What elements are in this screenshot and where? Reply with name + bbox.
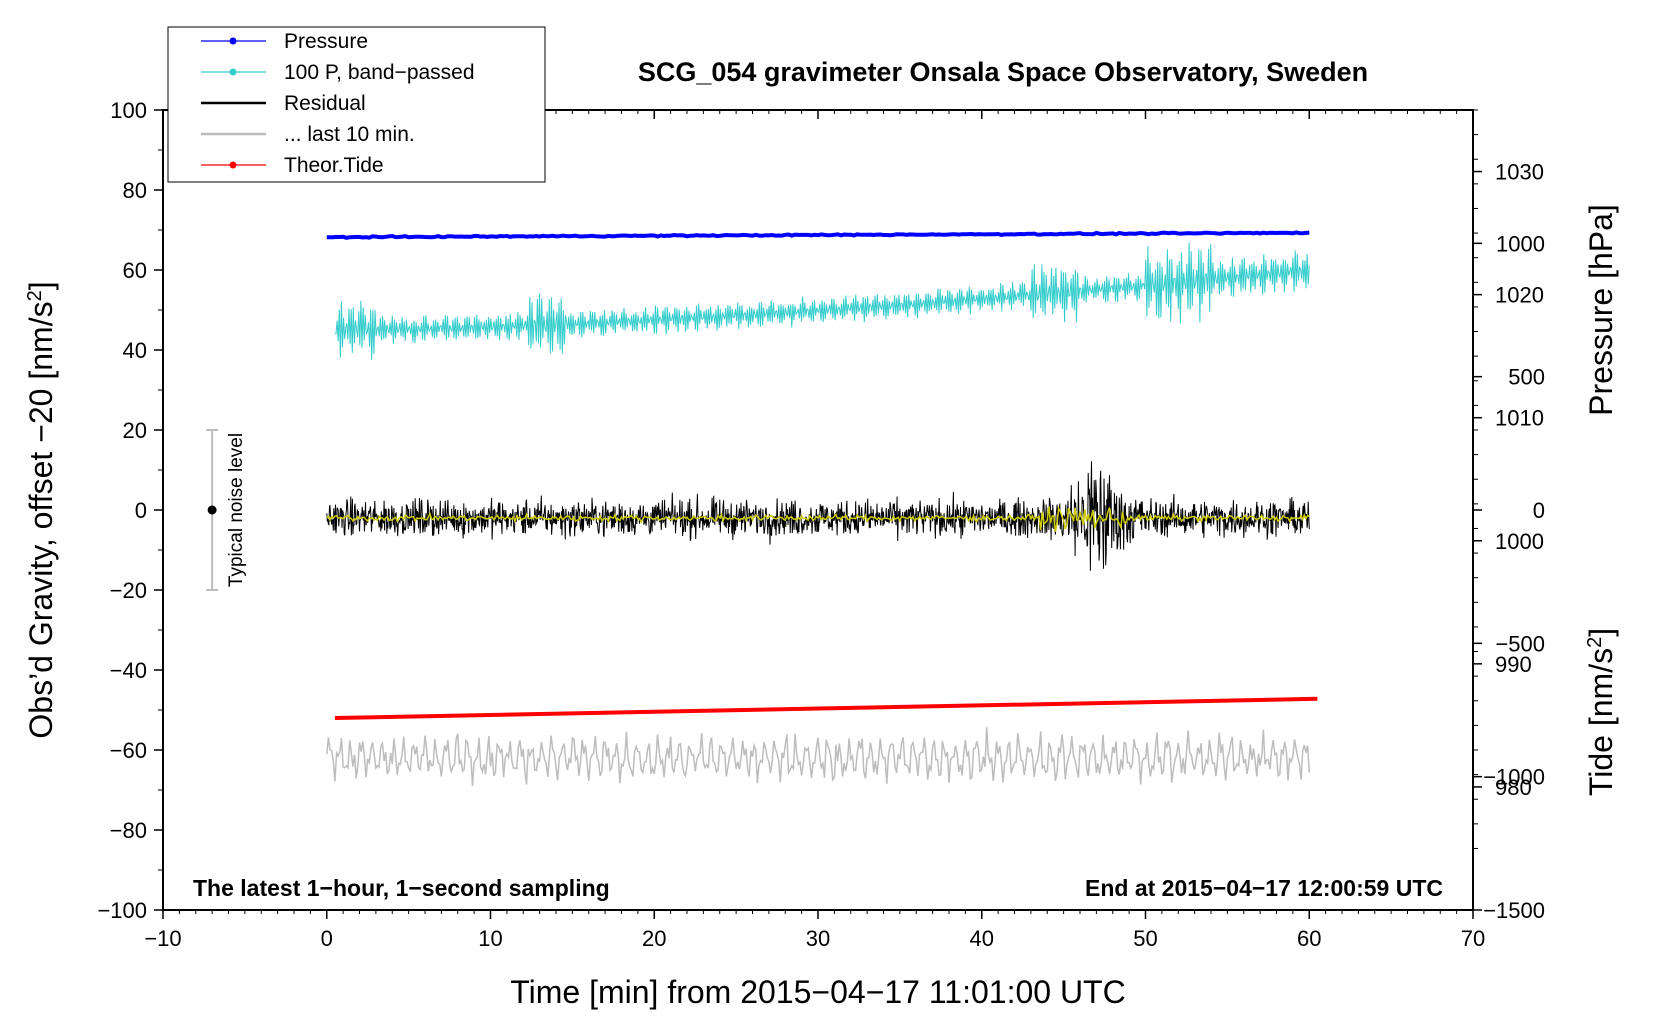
end-time-note: End at 2015−04−17 12:00:59 UTC <box>1085 875 1443 901</box>
x-tick-label: 10 <box>478 926 502 951</box>
x-axis-title: Time [min] from 2015−04−17 11:01:00 UTC <box>510 974 1125 1010</box>
tide-axis-ticks: 1000 500 0 −500 −1000 −1500 <box>1473 231 1545 923</box>
legend-label: Theor.Tide <box>284 154 384 177</box>
noise-bar-center <box>207 505 217 515</box>
x-tick-label: 70 <box>1461 926 1485 951</box>
y-tick-label: 20 <box>123 418 147 443</box>
y-tick-label: −60 <box>110 738 147 763</box>
chart-title: SCG_054 gravimeter Onsala Space Observat… <box>638 57 1368 87</box>
x-tick-label: −10 <box>144 926 181 951</box>
pressure-axis-ticks: 1030 1020 1010 1000 990 980 <box>1473 109 1544 849</box>
series-theor-tide <box>334 696 1318 720</box>
legend-marker <box>229 161 237 169</box>
noise-level-label: Typical noise level <box>226 433 247 587</box>
y-axis-title-main: Obs’d Gravity, offset −20 [nm/s2] <box>23 281 59 738</box>
pressure-tick-label: 980 <box>1495 775 1532 800</box>
y-tick-label: 100 <box>110 98 147 123</box>
legend-label: Pressure <box>284 30 368 53</box>
tide-tick-label: 500 <box>1508 365 1545 390</box>
y-tick-label: −20 <box>110 578 147 603</box>
pressure-tick-label: 1030 <box>1495 160 1544 185</box>
x-tick-label: 30 <box>806 926 830 951</box>
legend-marker <box>229 37 237 45</box>
x-tick-label: 40 <box>970 926 994 951</box>
noise-level-bar <box>206 429 219 591</box>
pressure-tick-label: 1020 <box>1495 283 1544 308</box>
x-tick-label: 0 <box>321 926 333 951</box>
y-axis-ticks: 100 80 60 40 20 0 −20 −40 −60 −80 −100 <box>97 98 163 923</box>
y-axis-title-tide: Tide [nm/s2] <box>1583 628 1619 796</box>
y-tick-label: −80 <box>110 818 147 843</box>
y-axis-title-pressure: Pressure [hPa] <box>1583 204 1619 416</box>
pressure-tick-label: 990 <box>1495 652 1532 677</box>
legend-label: Residual <box>284 92 366 115</box>
tide-tick-label: −1500 <box>1483 898 1545 923</box>
tide-tick-label: −500 <box>1495 631 1545 656</box>
pressure-tick-label: 1000 <box>1495 529 1544 554</box>
legend-label: ... last 10 min. <box>284 123 415 146</box>
x-tick-label: 20 <box>642 926 666 951</box>
legend-marker <box>229 68 237 76</box>
tide-tick-label: 1000 <box>1496 231 1545 256</box>
x-tick-label: 50 <box>1133 926 1157 951</box>
series-pressure <box>326 230 1310 240</box>
y-tick-label: 40 <box>123 338 147 363</box>
x-axis-ticks: −10 0 10 20 30 40 50 60 70 <box>144 110 1485 951</box>
y-tick-label: 0 <box>135 498 147 523</box>
legend: Pressure 100 P, band−passed Residual ... la… <box>167 26 546 183</box>
legend-box <box>167 26 546 183</box>
x-tick-label: 60 <box>1297 926 1321 951</box>
y-tick-label: −100 <box>97 898 147 923</box>
series-pressure-band-passed <box>334 242 1310 361</box>
pressure-tick-label: 1010 <box>1495 406 1544 431</box>
y-tick-label: 60 <box>123 258 147 283</box>
series-residual-smoothed <box>326 506 1310 532</box>
y-tick-label: −40 <box>110 658 147 683</box>
tide-tick-label: −1000 <box>1483 765 1545 790</box>
series-last-10-min <box>326 727 1311 787</box>
legend-label: 100 P, band−passed <box>284 61 475 84</box>
tide-tick-label: 0 <box>1533 498 1545 523</box>
series-layer <box>326 230 1318 787</box>
y-tick-label: 80 <box>123 178 147 203</box>
sampling-note: The latest 1−hour, 1−second sampling <box>193 875 610 901</box>
